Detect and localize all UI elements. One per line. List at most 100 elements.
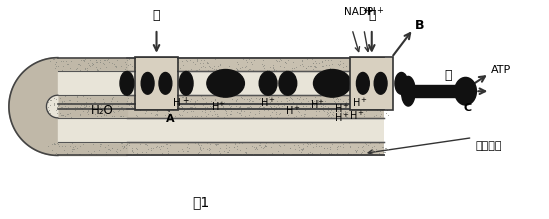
Point — [353, 64, 362, 67]
Point — [203, 147, 212, 150]
Point — [64, 112, 72, 116]
Point — [250, 58, 259, 62]
Point — [193, 142, 202, 146]
Point — [72, 96, 81, 99]
Point — [382, 102, 391, 105]
Point — [371, 65, 380, 69]
Point — [377, 106, 385, 109]
Point — [165, 112, 174, 115]
Point — [232, 99, 241, 103]
Point — [310, 103, 318, 107]
Point — [366, 141, 374, 145]
Point — [74, 152, 83, 155]
Point — [122, 142, 131, 146]
Point — [355, 104, 364, 107]
Point — [133, 63, 142, 66]
Point — [88, 62, 97, 66]
Point — [208, 153, 216, 156]
Point — [320, 110, 328, 113]
Point — [250, 112, 259, 116]
Point — [237, 65, 246, 69]
Point — [232, 66, 241, 70]
Point — [216, 100, 225, 104]
Point — [156, 99, 165, 102]
Point — [110, 111, 119, 114]
Point — [161, 67, 170, 71]
Point — [313, 99, 322, 102]
Point — [76, 113, 85, 117]
Point — [184, 102, 193, 105]
Point — [326, 110, 334, 114]
Point — [267, 146, 276, 149]
Point — [70, 145, 79, 148]
Point — [225, 145, 233, 149]
Point — [81, 105, 90, 108]
Bar — [127, 58, 384, 109]
Text: +: + — [293, 105, 299, 111]
Point — [214, 107, 222, 111]
Point — [76, 113, 85, 116]
Point — [57, 113, 65, 117]
Point — [116, 115, 125, 118]
Point — [49, 141, 58, 145]
Point — [257, 145, 266, 149]
Point — [326, 147, 335, 150]
Point — [170, 67, 178, 70]
Point — [152, 145, 160, 148]
Point — [119, 146, 127, 150]
Point — [113, 58, 121, 62]
Ellipse shape — [120, 71, 134, 95]
Point — [134, 105, 143, 109]
Point — [50, 101, 59, 104]
Point — [267, 115, 276, 119]
Point — [104, 148, 113, 151]
Point — [259, 98, 268, 102]
Point — [178, 149, 187, 152]
Point — [226, 112, 235, 116]
Point — [348, 109, 356, 112]
Point — [93, 69, 102, 72]
Point — [204, 61, 212, 65]
Point — [150, 63, 159, 67]
Point — [319, 64, 328, 68]
Point — [202, 105, 211, 108]
Point — [237, 108, 245, 112]
Point — [195, 61, 204, 65]
Point — [214, 142, 222, 146]
Point — [232, 67, 241, 70]
Point — [270, 104, 278, 108]
Point — [236, 148, 244, 152]
Point — [117, 105, 126, 108]
Point — [286, 146, 295, 150]
Point — [152, 58, 160, 61]
Point — [309, 67, 317, 71]
Point — [368, 64, 377, 68]
Text: H: H — [350, 111, 357, 121]
Point — [87, 101, 96, 105]
Point — [72, 95, 81, 98]
Point — [144, 105, 153, 108]
Point — [294, 109, 302, 113]
Point — [102, 106, 110, 110]
Point — [116, 114, 125, 117]
Text: 类囊体膜: 类囊体膜 — [475, 141, 502, 151]
Point — [276, 99, 285, 103]
Ellipse shape — [356, 72, 369, 94]
Point — [216, 151, 225, 154]
Point — [257, 62, 266, 66]
Point — [223, 150, 232, 154]
Point — [286, 152, 295, 156]
Point — [48, 57, 57, 61]
Point — [122, 66, 131, 69]
Point — [341, 152, 350, 156]
Point — [65, 66, 74, 70]
Point — [329, 113, 338, 117]
Point — [111, 65, 120, 68]
Point — [170, 61, 178, 65]
Ellipse shape — [395, 72, 408, 94]
Point — [318, 108, 327, 111]
Point — [204, 68, 213, 72]
Point — [348, 152, 356, 155]
Point — [299, 104, 308, 108]
Point — [85, 104, 94, 108]
